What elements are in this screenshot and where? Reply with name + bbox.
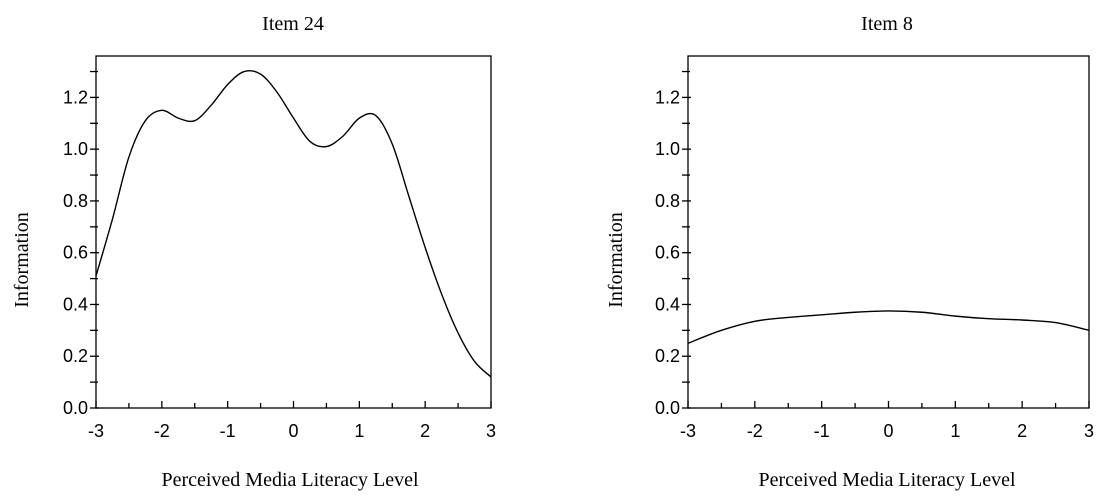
y-tick-label: 0.4 xyxy=(655,294,680,314)
y-tick-label: 0.4 xyxy=(63,294,88,314)
x-tick-label: 1 xyxy=(950,421,960,441)
y-tick-label: 0.0 xyxy=(655,398,680,418)
y-tick-label: 0.8 xyxy=(63,191,88,211)
y-tick-label: 0.6 xyxy=(63,243,88,263)
x-tick-label: 2 xyxy=(420,421,430,441)
y-tick-label: 1.0 xyxy=(655,139,680,159)
x-tick-label: 2 xyxy=(1017,421,1027,441)
x-axis-title: Perceived Media Literacy Level xyxy=(758,469,1016,491)
x-tick-label: -2 xyxy=(154,421,170,441)
x-tick-label: 1 xyxy=(354,421,364,441)
information-curve xyxy=(95,69,492,378)
plot-frame xyxy=(687,55,1090,409)
chart-item-8: Item 8 Information Perceived Media Liter… xyxy=(605,13,1094,491)
y-tick-label: 0.6 xyxy=(655,243,680,263)
chart-item-24: Item 24 Information Perceived Media Lite… xyxy=(11,13,496,491)
y-tick-label: 1.0 xyxy=(63,139,88,159)
x-tick-label: 3 xyxy=(1084,421,1094,441)
y-tick-label: 0.0 xyxy=(63,398,88,418)
y-axis-title: Information xyxy=(605,212,627,308)
x-tick-label: 0 xyxy=(288,421,298,441)
chart-title: Item 8 xyxy=(861,13,913,35)
x-axis-title: Perceived Media Literacy Level xyxy=(161,469,419,491)
x-tick-label: 3 xyxy=(486,421,496,441)
chart-title: Item 24 xyxy=(262,13,324,35)
information-curve xyxy=(687,310,1090,344)
x-tick-label: -2 xyxy=(747,421,763,441)
plot-frame xyxy=(95,55,492,409)
y-tick-label: 0.2 xyxy=(655,346,680,366)
x-tick-label: -3 xyxy=(88,421,104,441)
y-axis-title: Information xyxy=(11,212,33,308)
y-tick-label: 1.2 xyxy=(655,87,680,107)
x-tick-label: 0 xyxy=(883,421,893,441)
x-tick-label: -1 xyxy=(814,421,830,441)
y-tick-label: 1.2 xyxy=(63,87,88,107)
x-tick-label: -3 xyxy=(680,421,696,441)
y-tick-label: 0.8 xyxy=(655,191,680,211)
y-tick-label: 0.2 xyxy=(63,346,88,366)
x-tick-label: -1 xyxy=(220,421,236,441)
